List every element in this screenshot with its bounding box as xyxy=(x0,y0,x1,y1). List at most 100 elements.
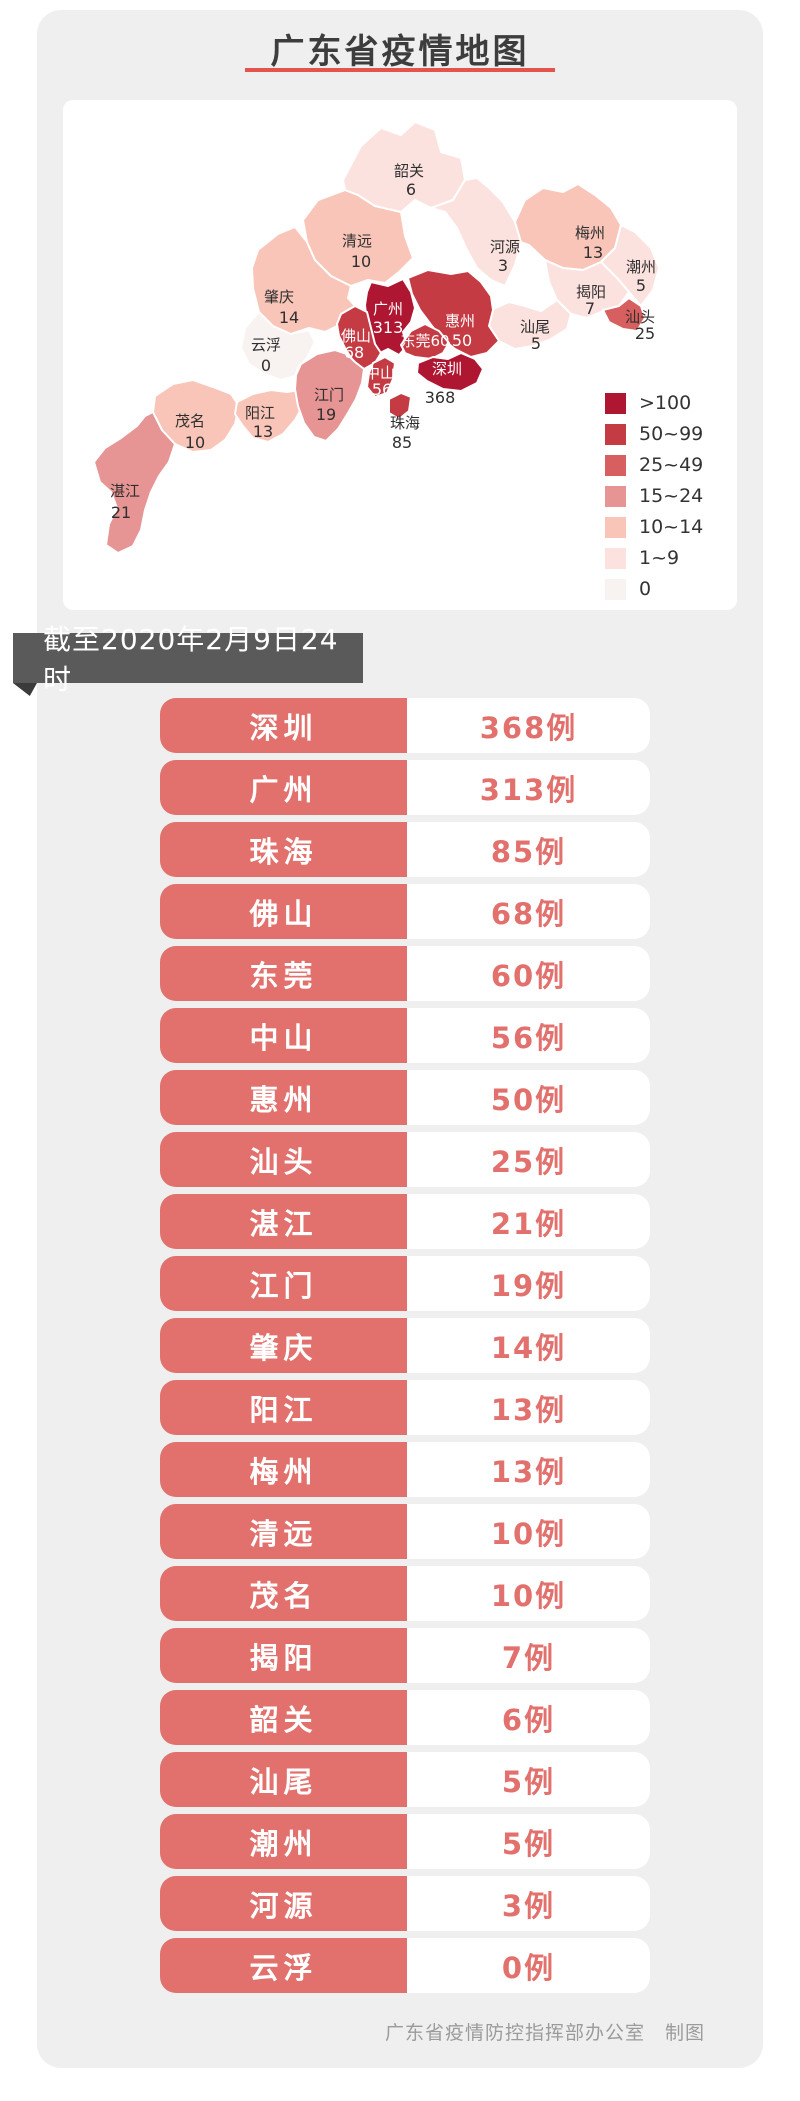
legend-swatch xyxy=(605,423,626,445)
map-city-label: 云浮 xyxy=(251,336,281,354)
table-row: 韶关 6例 xyxy=(160,1690,650,1745)
table-row: 汕尾 5例 xyxy=(160,1752,650,1807)
legend-swatch xyxy=(605,392,626,414)
legend-label: >100 xyxy=(639,392,692,414)
table-row-cases: 10例 xyxy=(407,1566,650,1621)
map-city-count: 13 xyxy=(253,422,273,441)
table-row: 东莞 60例 xyxy=(160,946,650,1001)
region-zhuhai xyxy=(388,392,412,420)
table-row-city: 云浮 xyxy=(160,1938,407,1993)
map-city-count: 0 xyxy=(261,356,271,375)
map-city-label: 梅州 xyxy=(575,224,605,242)
map-city-label: 深圳 xyxy=(432,360,462,378)
region-maoming xyxy=(152,379,240,453)
map-legend: >100 50~99 25~49 15~24 10~14 1~9 0 xyxy=(605,392,703,609)
table-row-city: 汕头 xyxy=(160,1132,407,1187)
table-row-city: 东莞 xyxy=(160,946,407,1001)
table-row: 佛山 68例 xyxy=(160,884,650,939)
map-city-count: 6 xyxy=(406,180,416,199)
table-row: 汕头 25例 xyxy=(160,1132,650,1187)
legend-item: 25~49 xyxy=(605,454,703,476)
map-city-label: 珠海 xyxy=(390,414,420,432)
table-row: 潮州 5例 xyxy=(160,1814,650,1869)
table-row-city: 清远 xyxy=(160,1504,407,1559)
map-city-label: 惠州 xyxy=(445,312,475,330)
legend-label: 0 xyxy=(639,578,652,600)
table-row-cases: 10例 xyxy=(407,1504,650,1559)
legend-item: >100 xyxy=(605,392,703,414)
map-city-label: 汕尾 xyxy=(520,318,550,336)
table-row: 清远 10例 xyxy=(160,1504,650,1559)
title-underline xyxy=(245,68,555,72)
table-row-cases: 5例 xyxy=(407,1814,650,1869)
table-row-cases: 85例 xyxy=(407,822,650,877)
table-row-cases: 56例 xyxy=(407,1008,650,1063)
region-zhanjiang xyxy=(93,411,176,554)
table-row: 江门 19例 xyxy=(160,1256,650,1311)
region-shantou xyxy=(602,297,646,332)
table-row-city: 潮州 xyxy=(160,1814,407,1869)
table-row: 湛江 21例 xyxy=(160,1194,650,1249)
case-table: 深圳 368例 广州 313例 珠海 85例 佛山 68例 东莞 60例 中山 56例 惠州 50例 汕头 2… xyxy=(160,698,650,2000)
table-row-city: 广州 xyxy=(160,760,407,815)
map-city-count: 368 xyxy=(425,388,456,407)
table-row-cases: 5例 xyxy=(407,1752,650,1807)
map-city-label: 佛山 xyxy=(341,327,371,345)
table-row: 中山 56例 xyxy=(160,1008,650,1063)
map-city-count: 19 xyxy=(316,405,336,424)
legend-swatch xyxy=(605,516,626,538)
table-row-city: 汕尾 xyxy=(160,1752,407,1807)
map-city-label: 汕头 xyxy=(625,308,655,326)
table-row-cases: 6例 xyxy=(407,1690,650,1745)
table-row-city: 河源 xyxy=(160,1876,407,1931)
map-city-count: 21 xyxy=(111,503,131,522)
table-row-city: 珠海 xyxy=(160,822,407,877)
map-city-label: 揭阳 xyxy=(576,283,606,301)
region-dongguan xyxy=(400,323,450,360)
table-row-cases: 19例 xyxy=(407,1256,650,1311)
page-title: 广东省疫情地图 xyxy=(270,32,530,72)
legend-swatch xyxy=(605,485,626,507)
table-row-cases: 368例 xyxy=(407,698,650,753)
map-city-count: 56 xyxy=(372,380,392,399)
table-row-city: 韶关 xyxy=(160,1690,407,1745)
legend-item: 10~14 xyxy=(605,516,703,538)
map-city-label: 湛江 xyxy=(110,482,140,500)
legend-label: 50~99 xyxy=(639,423,704,445)
legend-label: 15~24 xyxy=(639,485,704,507)
map-city-count: 7 xyxy=(585,299,595,318)
map-city-count: 25 xyxy=(635,324,655,343)
map-city-count: 85 xyxy=(392,433,412,452)
legend-label: 1~9 xyxy=(639,547,680,569)
table-row-city: 茂名 xyxy=(160,1566,407,1621)
table-row-cases: 13例 xyxy=(407,1442,650,1497)
table-row: 阳江 13例 xyxy=(160,1380,650,1435)
map-city-count: 14 xyxy=(279,308,299,327)
map-city-count: 3 xyxy=(498,256,508,275)
table-row: 广州 313例 xyxy=(160,760,650,815)
date-banner: 截至2020年2月9日24时 xyxy=(13,623,363,696)
table-row-cases: 50例 xyxy=(407,1070,650,1125)
table-row-cases: 0例 xyxy=(407,1938,650,1993)
table-row-cases: 3例 xyxy=(407,1876,650,1931)
legend-swatch xyxy=(605,547,626,569)
map-card: 韶关 6 清远 10 河源 3 梅州 13 潮州 5 揭阳 7 汕头 25 汕尾 5 惠州 50 广州 313 东莞60… xyxy=(63,100,737,610)
infographic-card: 广东省疫情地图 xyxy=(13,10,763,2068)
table-row-cases: 60例 xyxy=(407,946,650,1001)
table-row-city: 肇庆 xyxy=(160,1318,407,1373)
table-row-city: 佛山 xyxy=(160,884,407,939)
legend-item: 0 xyxy=(605,578,703,600)
region-zhongshan xyxy=(366,356,396,398)
table-row-city: 揭阳 xyxy=(160,1628,407,1683)
table-row-cases: 7例 xyxy=(407,1628,650,1683)
legend-swatch xyxy=(605,578,626,600)
map-city-label: 广州 xyxy=(373,300,403,318)
table-row-cases: 21例 xyxy=(407,1194,650,1249)
map-city-count: 68 xyxy=(344,343,364,362)
table-row-cases: 313例 xyxy=(407,760,650,815)
map-city-label: 东莞60 xyxy=(400,332,449,350)
table-row: 惠州 50例 xyxy=(160,1070,650,1125)
table-row-city: 江门 xyxy=(160,1256,407,1311)
map-city-count: 50 xyxy=(452,331,472,350)
